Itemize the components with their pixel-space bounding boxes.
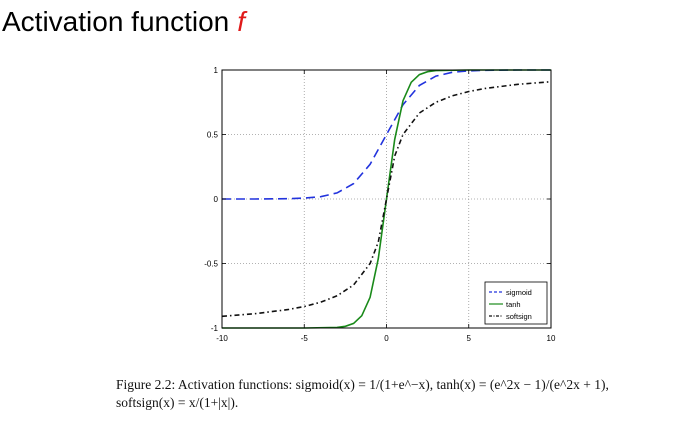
legend-label-softsign: softsign: [506, 312, 532, 321]
figure-caption: Figure 2.2: Activation functions: sigmoi…: [116, 376, 676, 412]
x-tick-label: 5: [467, 334, 472, 343]
legend-label-sigmoid: sigmoid: [506, 288, 532, 297]
slide-title-symbol: f: [237, 6, 246, 37]
series-line-tanh: [222, 69, 551, 329]
x-tick-label: 10: [547, 334, 556, 343]
series-line-softsign: [221, 80, 552, 318]
slide-title: Activation function f: [2, 2, 245, 42]
caption-line-1: Figure 2.2: Activation functions: sigmoi…: [116, 377, 609, 392]
y-tick-label: -1: [211, 324, 219, 333]
caption-line-2: softsign(x) = x/(1+|x|).: [116, 395, 239, 410]
x-tick-label: -10: [216, 334, 228, 343]
legend-box: [484, 281, 548, 325]
slide-title-text: Activation function: [2, 6, 230, 37]
y-tick-label: -0.5: [204, 260, 218, 269]
x-tick-label: 0: [384, 334, 389, 343]
y-tick-label: 0: [214, 195, 219, 204]
legend-label-tanh: tanh: [506, 300, 521, 309]
x-tick-label: -5: [301, 334, 309, 343]
y-tick-label: 1: [214, 66, 219, 75]
y-tick-label: 0.5: [207, 131, 219, 140]
